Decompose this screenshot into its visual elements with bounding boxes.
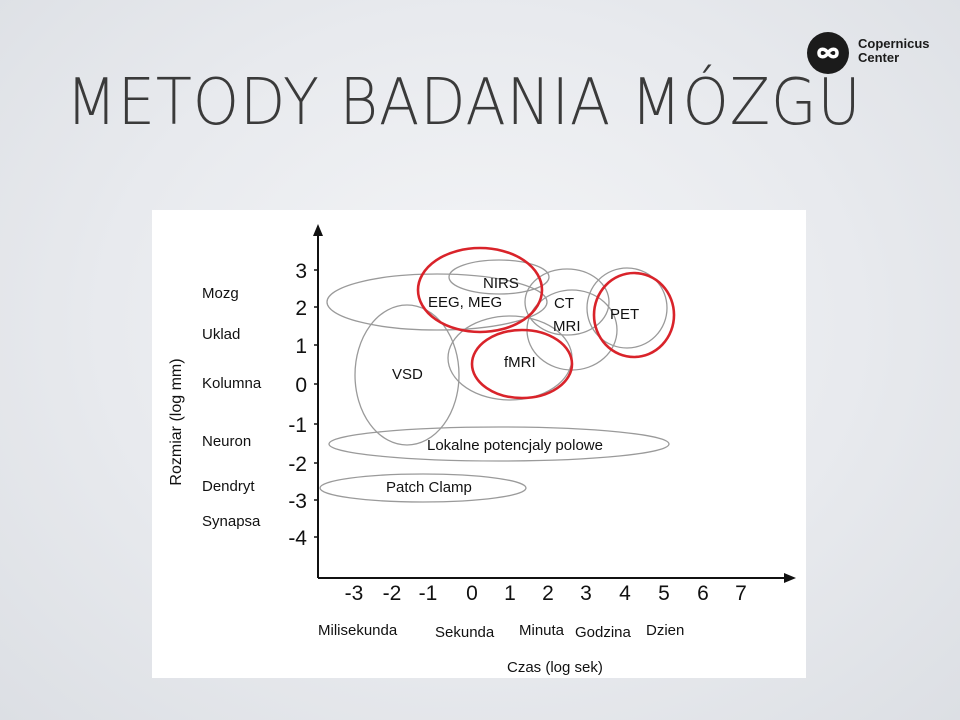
fmri-highlight-circle	[470, 328, 574, 400]
y-category-label: Dendryt	[202, 478, 255, 495]
x-tick-labels: -3 -2 -1 0 1 2 3 4 5 6 7	[345, 582, 747, 605]
x-tick-label: 7	[735, 582, 747, 605]
method-label-mri: MRI	[553, 318, 581, 335]
logo-line-2: Center	[858, 50, 900, 65]
pet-highlight-circle	[592, 271, 676, 359]
x-category-label: Minuta	[519, 622, 565, 639]
y-axis-arrow	[313, 224, 323, 236]
local-field-potentials-region	[328, 426, 670, 462]
y-tick-label: -2	[288, 453, 307, 476]
y-category-label: Kolumna	[202, 375, 262, 392]
y-category-label: Uklad	[202, 326, 240, 343]
method-label-nirs: NIRS	[483, 275, 519, 292]
x-tick-label: 5	[658, 582, 670, 605]
eeg-highlight-circle	[416, 246, 544, 334]
method-label-lfp: Lokalne potencjaly polowe	[427, 437, 603, 454]
method-label-ct: CT	[554, 295, 574, 312]
y-tick-marks	[314, 269, 318, 538]
y-tick-label: 1	[295, 335, 307, 358]
y-tick-label: -3	[288, 490, 307, 513]
x-tick-label: -2	[383, 582, 402, 605]
x-tick-label: -1	[419, 582, 438, 605]
nirs-region	[448, 259, 550, 295]
x-tick-label: 3	[580, 582, 592, 605]
method-label-patch-clamp: Patch Clamp	[386, 479, 472, 496]
method-labels: NIRS EEG, MEG CT MRI PET fMRI VSD Lokaln…	[386, 275, 639, 496]
slide-title: METODY BADANIA MÓZGU	[66, 66, 862, 140]
y-tick-label: 2	[295, 297, 307, 320]
infinity-logo-icon	[807, 32, 849, 74]
method-label-pet: PET	[610, 306, 639, 323]
eeg-meg-region	[326, 273, 548, 331]
method-regions	[319, 259, 670, 503]
y-tick-labels: 3 2 1 0 -1 -2 -3 -4	[288, 260, 307, 550]
x-tick-label: 6	[697, 582, 709, 605]
x-tick-label: 0	[466, 582, 478, 605]
y-tick-label: 3	[295, 260, 307, 283]
x-category-labels: Milisekunda Sekunda Minuta Godzina Dzien	[318, 622, 684, 641]
highlight-circles	[416, 246, 676, 400]
y-tick-label: 0	[295, 374, 307, 397]
copernicus-logo: Copernicus Center	[806, 28, 936, 78]
y-category-labels: Mozg Uklad Kolumna Neuron Dendryt Synaps…	[202, 285, 262, 530]
vsd-region	[354, 304, 460, 446]
method-label-fmri: fMRI	[504, 354, 536, 371]
x-category-label: Dzien	[646, 622, 684, 639]
y-tick-label: -4	[288, 527, 307, 550]
y-tick-label: -1	[288, 414, 307, 437]
x-tick-label: -3	[345, 582, 364, 605]
x-category-label: Sekunda	[435, 624, 495, 641]
y-category-label: Mozg	[202, 285, 239, 302]
x-axis-arrow	[784, 573, 796, 583]
method-label-eeg-meg: EEG, MEG	[428, 294, 502, 311]
x-tick-label: 1	[504, 582, 516, 605]
logo-text: Copernicus Center	[858, 37, 930, 65]
y-category-label: Synapsa	[202, 513, 261, 530]
method-label-vsd: VSD	[392, 366, 423, 383]
x-category-label: Godzina	[575, 624, 632, 641]
x-tick-label: 4	[619, 582, 631, 605]
ct-region	[524, 268, 610, 336]
brain-methods-figure: 3 2 1 0 -1 -2 -3 -4 -3 -2 -1 0 1 2 3 4 5…	[152, 210, 806, 678]
logo-line-1: Copernicus	[858, 36, 930, 51]
patch-clamp-region	[319, 473, 527, 503]
x-category-label: Milisekunda	[318, 622, 398, 639]
methods-diagram: 3 2 1 0 -1 -2 -3 -4 -3 -2 -1 0 1 2 3 4 5…	[168, 224, 796, 676]
x-axis-title: Czas (log sek)	[507, 659, 603, 676]
y-axis-title: Rozmiar (log mm)	[168, 358, 185, 485]
x-tick-label: 2	[542, 582, 554, 605]
y-category-label: Neuron	[202, 433, 251, 450]
pet-region	[586, 267, 668, 349]
